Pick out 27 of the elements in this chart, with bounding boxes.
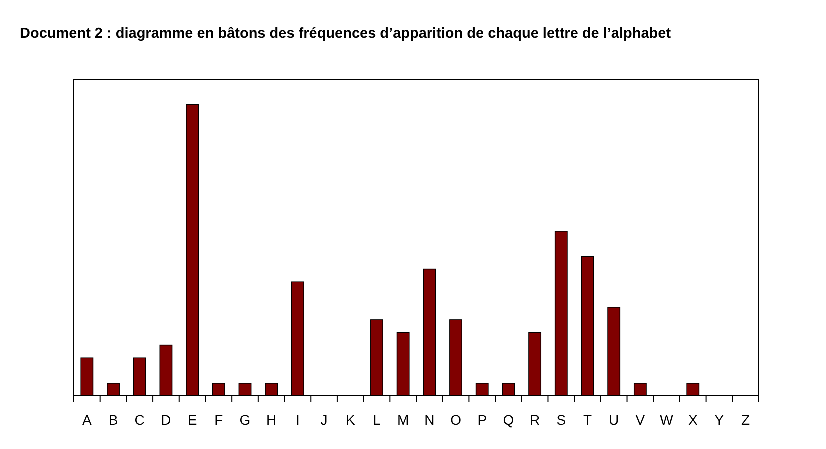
x-tick-label: Y [714,412,725,428]
x-tick-label: B [108,412,118,428]
x-tick-label: Q [503,412,514,428]
x-tick-label: S [556,412,566,428]
x-tick-label: J [320,412,328,428]
x-tick-label: E [188,412,198,428]
x-tick-label: G [240,412,251,428]
x-tick-label: C [134,412,145,428]
x-tick-label: X [688,412,698,428]
x-tick-label: L [373,412,382,428]
x-tick-label: W [660,412,674,428]
x-tick-label: K [346,412,356,428]
x-tick-label: R [530,412,540,428]
x-tick-label: P [478,412,488,428]
x-tick-label: N [424,412,435,428]
chart-title: Document 2 : diagramme en bâtons des fréquences d’apparition de chaque lettre de l’alphabet [20,26,672,42]
x-tick-label: T [583,412,592,428]
x-tick-label: D [161,412,172,428]
x-tick-label: H [266,412,277,428]
x-tick-label: O [450,412,462,428]
x-tick-label: U [609,412,620,428]
x-tick-label: F [214,412,224,428]
x-tick-label: I [296,412,300,428]
x-tick-label: M [397,412,410,428]
x-tick-label: V [636,412,646,428]
x-tick-label: Z [742,412,751,428]
x-tick-label: A [82,412,92,428]
